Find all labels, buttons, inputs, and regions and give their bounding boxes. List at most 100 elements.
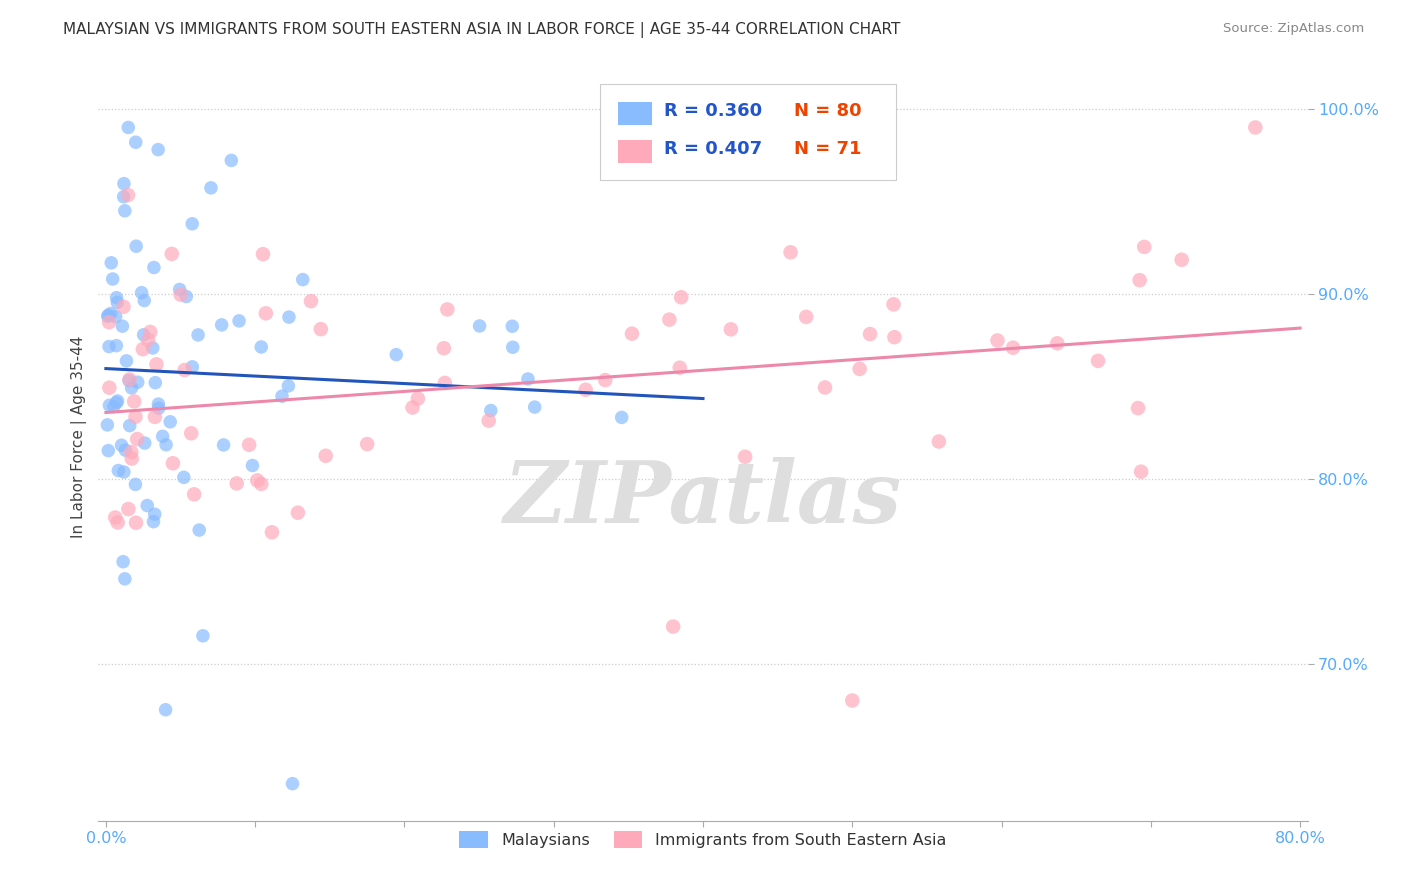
Point	[242, 458, 264, 473]
Point	[162, 456, 184, 470]
Point	[118, 372, 141, 386]
Point	[160, 247, 183, 261]
Point	[271, 389, 294, 403]
Point	[142, 515, 165, 529]
Point	[238, 438, 260, 452]
Point	[118, 418, 141, 433]
Point	[720, 322, 742, 336]
Point	[105, 338, 128, 352]
Point	[131, 285, 153, 300]
Point	[252, 247, 274, 261]
Point	[517, 372, 540, 386]
Point	[385, 348, 408, 362]
Point	[593, 373, 616, 387]
Text: MALAYSIAN VS IMMIGRANTS FROM SOUTH EASTERN ASIA IN LABOR FORCE | AGE 35-44 CORRE: MALAYSIAN VS IMMIGRANTS FROM SOUTH EASTE…	[63, 22, 901, 38]
Y-axis label: In Labor Force | Age 35-44: In Labor Force | Age 35-44	[72, 336, 87, 538]
Point	[173, 470, 195, 484]
Point	[107, 463, 129, 477]
Point	[155, 703, 177, 717]
Point	[107, 394, 129, 409]
Point	[212, 438, 235, 452]
Point	[662, 619, 685, 633]
Point	[478, 414, 501, 428]
Point	[127, 375, 149, 389]
Point	[124, 409, 146, 424]
Point	[356, 437, 378, 451]
Point	[620, 326, 643, 341]
Point	[125, 135, 148, 149]
Point	[436, 302, 458, 317]
Point	[101, 272, 124, 286]
Point	[103, 400, 125, 414]
Text: ZIPatlas: ZIPatlas	[503, 457, 903, 541]
Point	[143, 409, 166, 424]
Point	[174, 289, 197, 303]
Point	[401, 401, 423, 415]
Point	[98, 315, 121, 329]
Point	[502, 340, 524, 354]
Point	[122, 394, 145, 409]
Point	[1046, 336, 1069, 351]
Point	[779, 245, 801, 260]
Point	[181, 359, 204, 374]
Point	[406, 392, 429, 406]
Point	[814, 380, 837, 394]
Point	[1244, 120, 1267, 135]
Point	[110, 438, 132, 452]
Point	[169, 282, 191, 296]
Point	[468, 318, 491, 333]
Point	[117, 188, 139, 202]
Point	[117, 502, 139, 516]
Point	[148, 397, 170, 411]
Point	[848, 362, 870, 376]
Point	[250, 477, 273, 491]
FancyBboxPatch shape	[600, 84, 897, 180]
Point	[315, 449, 337, 463]
Point	[152, 429, 174, 443]
Point	[200, 181, 222, 195]
Point	[1129, 273, 1152, 287]
Text: R = 0.407: R = 0.407	[664, 140, 762, 159]
Point	[114, 443, 136, 458]
Point	[134, 436, 156, 450]
Point	[98, 381, 121, 395]
Point	[928, 434, 950, 449]
Point	[145, 357, 167, 371]
Point	[883, 297, 905, 311]
Point	[986, 334, 1008, 348]
Point	[658, 312, 681, 326]
Text: Source: ZipAtlas.com: Source: ZipAtlas.com	[1223, 22, 1364, 36]
Point	[1002, 341, 1025, 355]
Point	[187, 327, 209, 342]
Point	[139, 325, 162, 339]
Point	[100, 306, 122, 320]
Point	[98, 398, 121, 412]
Point	[669, 290, 692, 304]
Point	[250, 340, 273, 354]
Point	[132, 342, 155, 356]
Point	[523, 400, 546, 414]
Point	[221, 153, 243, 168]
Text: R = 0.360: R = 0.360	[664, 102, 762, 120]
Point	[734, 450, 756, 464]
Point	[105, 291, 128, 305]
Point	[112, 177, 135, 191]
Point	[1133, 240, 1156, 254]
Point	[191, 629, 214, 643]
Point	[180, 426, 202, 441]
Point	[111, 319, 134, 334]
Point	[277, 379, 299, 393]
Point	[169, 287, 191, 301]
Point	[118, 374, 141, 388]
Point	[859, 326, 882, 341]
Point	[117, 120, 139, 135]
Point	[278, 310, 301, 324]
Point	[105, 295, 128, 310]
Point	[794, 310, 817, 324]
Point	[120, 445, 142, 459]
Bar	[619, 102, 652, 125]
Point	[98, 339, 121, 353]
Point	[112, 555, 135, 569]
Point	[260, 525, 283, 540]
Point	[121, 381, 143, 395]
